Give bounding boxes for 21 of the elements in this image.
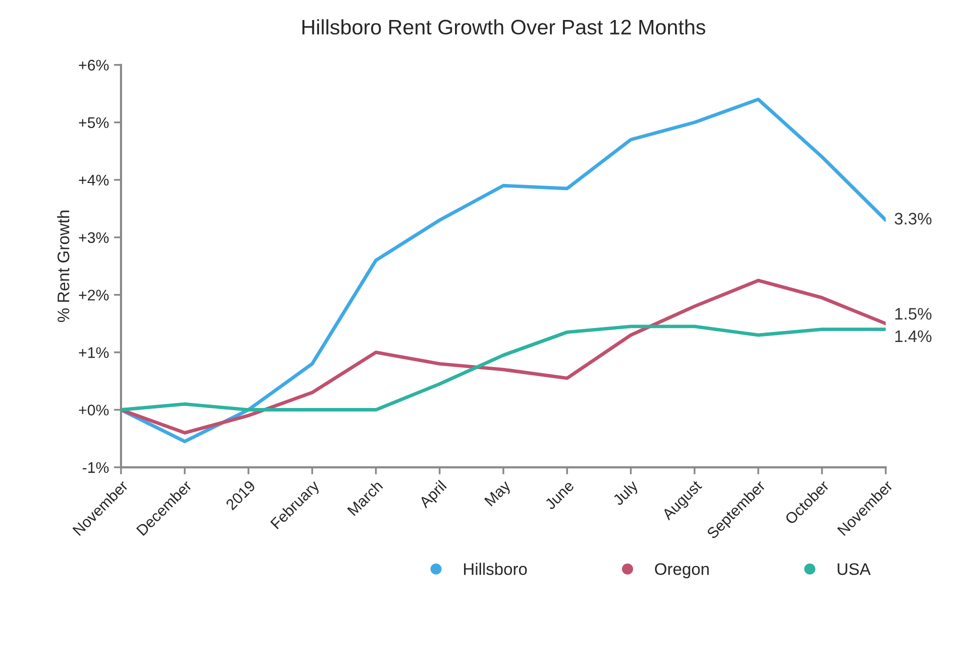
data-label: 1.5%	[895, 308, 932, 320]
data-label: 3.3%	[894, 212, 932, 225]
data-label: 1.4%	[895, 330, 932, 342]
x-tick-label: May	[484, 480, 514, 509]
y-tick-label: +6%	[78, 60, 109, 71]
x-tick-label: July	[612, 479, 641, 508]
y-tick-label: -1%	[82, 462, 109, 473]
y-tick-label: +2%	[78, 290, 109, 300]
line-series	[121, 278, 886, 435]
line-series	[121, 98, 886, 444]
y-axis-title: % Rent Growth	[57, 210, 70, 322]
y-tick-label: +3%	[78, 232, 109, 244]
legend-label: Hillsboro	[464, 562, 527, 575]
legend-label: USA	[838, 563, 871, 575]
line-series	[121, 324, 886, 412]
legend-label: Oregon	[654, 563, 709, 578]
y-tick-label: +0%	[78, 404, 109, 416]
chart-title: Hillsboro Rent Growth Over Past 12 Months	[302, 19, 706, 35]
y-tick-label: +5%	[78, 117, 109, 128]
y-tick-label: +4%	[78, 174, 109, 186]
y-tick-label: +1%	[78, 347, 109, 358]
